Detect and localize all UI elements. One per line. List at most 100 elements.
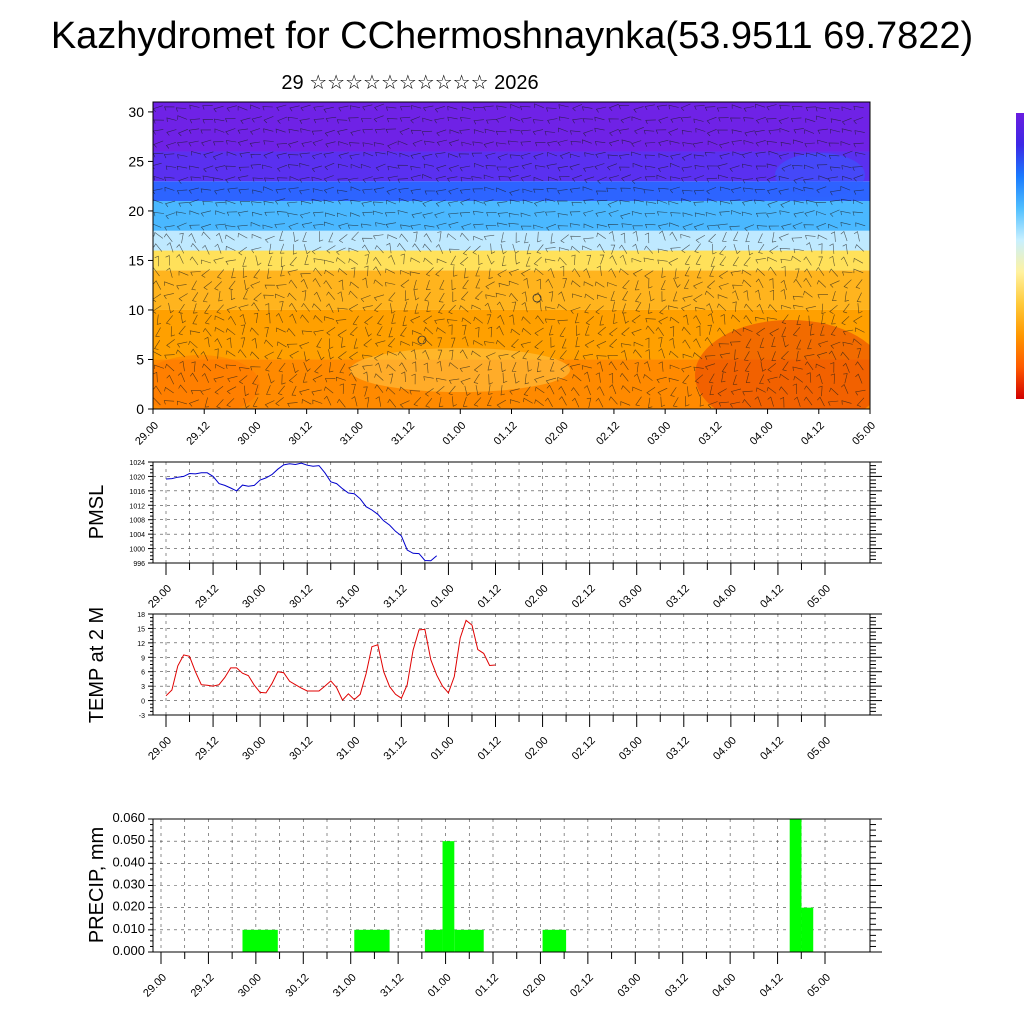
x-tick-label: 31.00 [338,420,366,448]
wind-barb [250,366,261,371]
wind-barb [386,386,396,395]
wind-barb [191,361,196,372]
wind-barb [410,316,421,324]
wind-barb [226,337,232,348]
wind-barb [250,164,262,169]
wind-barb [559,176,570,181]
wind-barb [488,384,493,395]
wind-barb [562,278,567,289]
wind-barb [804,129,815,134]
wind-barb [228,280,236,291]
x-tick-label: 03.00 [617,735,645,763]
wind-barb [438,396,444,408]
wind-barb [156,314,162,325]
wind-barb [596,355,607,360]
x-tick-label: 30.00 [240,583,268,611]
wind-barb [301,222,313,229]
wind-barb [238,166,250,172]
wind-barb [251,116,262,123]
wind-barb [277,116,288,124]
wind-barb [658,316,668,325]
wind-barb [525,256,531,267]
wind-barb [165,315,173,325]
wind-barb [718,117,729,122]
wind-barb [599,254,605,265]
y-tick-label: 5 [136,351,144,367]
wind-barb [633,199,644,204]
wind-barb [805,106,817,112]
wind-barb [657,259,668,264]
wind-barb [840,186,851,191]
wind-barb [178,325,186,336]
wind-barb [363,338,372,348]
wind-barb [324,162,335,171]
wind-barb [610,244,616,255]
wind-barb [511,301,517,312]
x-tick-label: 01.00 [426,972,454,1000]
x-tick-label: 03.12 [697,420,725,448]
wind-barb [337,178,348,184]
wind-barb [781,326,787,337]
wind-barb [179,232,184,244]
wind-barb [670,117,681,123]
wind-barb [363,386,368,397]
wind-barb [350,163,361,169]
wind-barb [793,278,802,288]
wind-barb [840,198,852,204]
wind-barb [510,338,519,349]
wind-barb [841,106,852,111]
wind-barb [483,199,494,206]
wind-barb [732,151,743,156]
wind-barb [176,284,187,290]
wind-barb [755,268,765,276]
wind-barb [742,390,753,396]
wind-barb [533,256,542,266]
wind-barb [459,232,469,241]
wind-barb [649,291,655,302]
wind-barb [301,302,310,312]
wind-barb [386,118,398,123]
wind-barb [450,255,456,266]
wind-barb [486,212,497,217]
wind-barb [572,373,582,382]
wind-barb [828,154,840,160]
x-tick-label: 29.12 [193,735,221,763]
wind-barb [778,153,789,160]
wind-barb [644,142,656,147]
wind-barb [424,291,431,302]
wind-barb [844,291,849,302]
wind-barb [508,165,519,172]
wind-barb [793,200,804,205]
wind-barb [522,349,529,360]
wind-barb [475,385,482,396]
wind-barb [497,212,509,218]
wind-barb [695,235,706,244]
wind-barb [447,105,458,111]
wind-barb [693,366,704,372]
wind-barb [361,354,373,359]
wind-barb [436,327,446,334]
wind-barb [756,303,764,314]
wind-barb [606,187,617,193]
wind-barb [820,325,825,336]
wind-barb [488,374,493,385]
wind-barb [643,373,653,381]
wind-barb [718,343,730,348]
wind-barb [374,103,385,111]
wind-barb [535,165,546,170]
wind-barb [693,294,703,303]
wind-barb [704,290,715,298]
wind-barb [471,152,483,158]
wind-barb [313,224,324,229]
wind-barb [387,398,397,408]
wind-barb [620,361,629,370]
wind-barb [634,362,639,373]
wind-barb [303,244,311,255]
wind-barb [546,107,557,112]
wind-barb [319,231,324,242]
wind-barb [599,315,604,326]
wind-barb [510,328,521,336]
wind-barb [200,351,209,361]
wind-barb [397,140,408,145]
wind-barb [361,244,371,254]
